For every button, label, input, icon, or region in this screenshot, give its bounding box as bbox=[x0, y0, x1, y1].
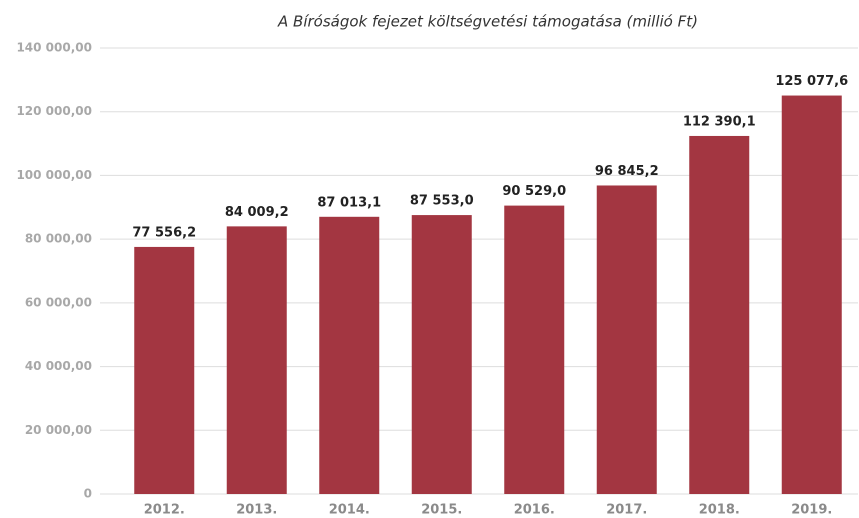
y-tick-label: 80 000,00 bbox=[25, 232, 92, 246]
value-label: 77 556,2 bbox=[132, 225, 196, 240]
y-tick-label: 100 000,00 bbox=[16, 168, 92, 182]
value-label: 87 553,0 bbox=[410, 194, 474, 209]
x-tick-label: 2017. bbox=[606, 503, 647, 518]
y-tick-label: 20 000,00 bbox=[25, 423, 92, 437]
value-label: 84 009,2 bbox=[225, 205, 289, 220]
x-tick-label: 2018. bbox=[699, 503, 740, 518]
bar bbox=[319, 217, 379, 494]
chart: A Bíróságok fejezet költségvetési támoga… bbox=[0, 0, 859, 518]
y-tick-label: 60 000,00 bbox=[25, 295, 92, 309]
bar bbox=[782, 96, 842, 494]
bar bbox=[134, 247, 194, 494]
bar bbox=[227, 226, 287, 494]
chart-title: A Bíróságok fejezet költségvetési támoga… bbox=[277, 13, 698, 31]
value-label: 125 077,6 bbox=[775, 74, 848, 89]
value-label: 112 390,1 bbox=[683, 114, 756, 129]
bar bbox=[597, 185, 657, 494]
x-tick-label: 2014. bbox=[329, 503, 370, 518]
x-tick-label: 2016. bbox=[514, 503, 555, 518]
x-tick-label: 2012. bbox=[144, 503, 185, 518]
bar bbox=[689, 136, 749, 494]
x-tick-label: 2013. bbox=[236, 503, 277, 518]
y-tick-label: 140 000,00 bbox=[16, 41, 92, 55]
value-label: 96 845,2 bbox=[595, 164, 659, 179]
x-tick-label: 2019. bbox=[791, 503, 832, 518]
y-tick-label: 0 bbox=[84, 487, 92, 501]
bar bbox=[504, 206, 564, 494]
x-tick-label: 2015. bbox=[421, 503, 462, 518]
bar bbox=[412, 215, 472, 494]
y-tick-label: 40 000,00 bbox=[25, 359, 92, 373]
value-label: 87 013,1 bbox=[317, 195, 381, 210]
value-label: 90 529,0 bbox=[502, 184, 566, 199]
y-tick-label: 120 000,00 bbox=[16, 104, 92, 118]
